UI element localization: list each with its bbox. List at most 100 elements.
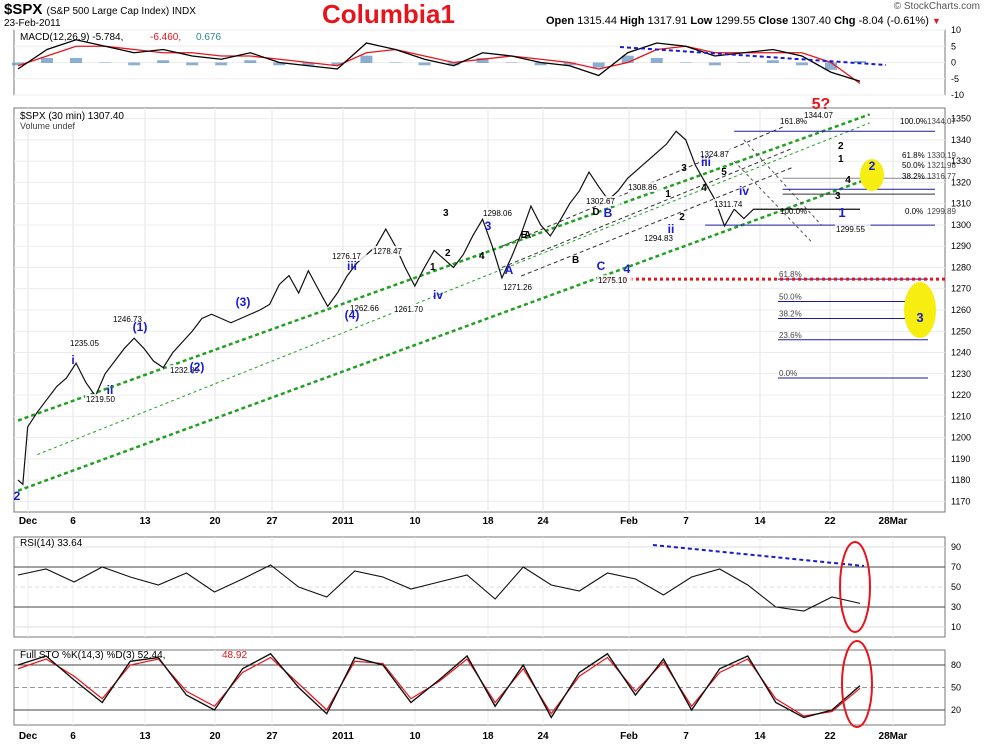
wave-label: B	[604, 206, 613, 220]
macd-histogram-bar	[244, 60, 257, 63]
price-label-bg	[643, 233, 679, 243]
x-tick-label: 24	[537, 731, 549, 742]
price-label-bg	[835, 224, 871, 234]
price-label: 1298.06	[483, 209, 512, 218]
wave-3-highlight	[904, 282, 936, 338]
wave-label: 3	[485, 219, 492, 233]
macd-histogram-bar	[534, 62, 547, 66]
x-tick-label: 2011	[332, 516, 354, 527]
price-legend: $SPX (30 min) 1307.40	[20, 111, 124, 122]
price-label: 1302.67	[586, 197, 615, 206]
macd-tick-label: 5	[951, 41, 956, 51]
price-label: 1275.10	[598, 276, 627, 285]
chg-value: -8.04 (-0.61%)	[858, 15, 929, 27]
macd-tick-label: -5	[951, 74, 959, 84]
fib-lower-label: 0.0%	[779, 369, 797, 378]
fib-label: 161.8%	[780, 117, 807, 126]
wave-label-minor: 1	[430, 262, 436, 273]
wave-label: 4	[624, 262, 631, 276]
price-label-bg	[627, 182, 663, 192]
macd-histogram-bar	[99, 62, 112, 63]
x-tick-label: Dec	[19, 516, 38, 527]
macd-histogram-bar	[708, 62, 721, 66]
rsi-highlight-circle	[839, 541, 871, 633]
macd-histogram-bar	[795, 62, 808, 66]
x-tick-label: Dec	[19, 731, 38, 742]
low-value: 1299.55	[715, 15, 756, 27]
rsi-tick-label: 10	[951, 622, 961, 632]
macd-histogram-bar	[766, 60, 779, 63]
x-tick-label: 27	[266, 516, 278, 527]
price-label-bg	[482, 208, 518, 218]
macd-histogram-bar	[12, 62, 24, 66]
wave-label: ii	[668, 222, 675, 236]
channel-upper-line	[17, 113, 871, 422]
macd-histogram-bar	[476, 57, 489, 63]
wave-label-minor: 3	[835, 191, 841, 202]
rsi-divergence-line	[652, 544, 865, 567]
macd-histogram-bar	[505, 62, 518, 63]
price-label: 1278.47	[373, 247, 402, 256]
wave-label: E	[521, 230, 528, 241]
macd-histogram-bar	[418, 62, 431, 66]
wave-label-minor: 1	[838, 154, 844, 165]
macd-histogram-bar	[679, 62, 692, 63]
x-tick-label: 20	[209, 516, 221, 527]
x-tick-label: 14	[754, 731, 766, 742]
price-label: 1232.89	[170, 366, 199, 375]
rsi-tick-label: 30	[951, 602, 961, 612]
fib-value-label: 1344.07	[927, 117, 956, 126]
x-tick-label: 14	[754, 516, 766, 527]
wave-label: 4	[701, 183, 707, 194]
sto-tick-label: 20	[951, 705, 961, 715]
fib-label: 100.0%	[900, 117, 927, 126]
macd-divergence-line	[619, 46, 887, 66]
macd-legend-signal: -6.460,	[150, 32, 181, 43]
sto-d-line	[17, 656, 861, 717]
wave-label: (2)	[190, 360, 205, 374]
channel-lower-line	[17, 176, 871, 492]
wedge-line	[501, 126, 783, 247]
decline-line	[743, 139, 822, 226]
close-value: 1307.40	[791, 15, 832, 27]
macd-legend-hist: 0.676	[196, 32, 221, 43]
close-label: Close	[758, 15, 789, 27]
price-tick-label: 1270	[951, 284, 971, 294]
price-tick-label: 1320	[951, 177, 971, 187]
price-label: 1271.26	[503, 283, 532, 292]
price-tick-label: 1350	[951, 114, 971, 124]
price-label-bg	[803, 110, 839, 120]
x-tick-label: 28Mar	[879, 516, 908, 527]
price-label: 1344.07	[804, 111, 833, 120]
wave-label: 2	[14, 489, 21, 503]
wave-label-minor: 2	[838, 141, 844, 152]
price-tick-label: 1330	[951, 156, 971, 166]
price-label: 1299.55	[836, 225, 865, 234]
wave-2-highlight	[860, 159, 884, 191]
price-label-bg	[585, 196, 621, 206]
price-label-bg	[69, 338, 105, 348]
macd-histogram-bar	[360, 55, 373, 63]
decline-line	[733, 160, 812, 243]
sto-tick-label: 50	[951, 683, 961, 693]
wave-label-minor: A	[524, 230, 531, 241]
x-tick-label: 2011	[332, 731, 354, 742]
wave-label: A	[505, 263, 514, 277]
wave-label: iv	[433, 288, 443, 302]
fib-value-label: 1316.77	[927, 172, 956, 181]
wave-label: 4	[845, 175, 851, 186]
chg-label: Chg	[834, 15, 856, 27]
macd-histogram-bar	[389, 62, 402, 63]
x-tick-label: 6	[70, 516, 76, 527]
x-tick-label: 7	[683, 516, 689, 527]
price-tick-label: 1340	[951, 135, 971, 145]
rsi-tick-label: 50	[951, 582, 961, 592]
macd-histogram-bar	[737, 62, 750, 63]
macd-line	[17, 39, 861, 82]
sto-legend: Full STO %K(14,3) %D(3) 52.44,	[20, 650, 165, 661]
sto-highlight-circle	[841, 640, 873, 728]
macd-histogram-bar	[41, 57, 54, 63]
rsi-tick-label: 90	[951, 542, 961, 552]
macd-histogram-bar	[621, 55, 634, 63]
